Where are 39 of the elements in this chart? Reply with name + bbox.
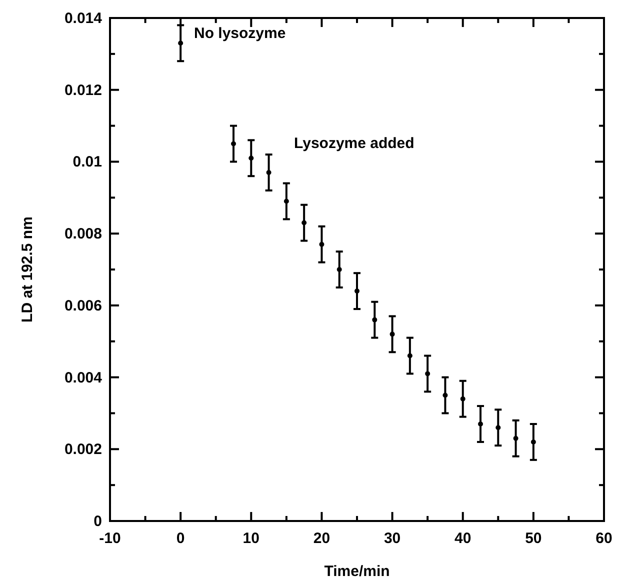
point [513,436,518,441]
annotation: Lysozyme added [294,135,414,152]
x-tick-label: 10 [242,530,260,547]
point [319,242,324,247]
point [372,317,378,322]
point [478,421,483,426]
point [336,267,342,272]
point [496,425,501,430]
y-tick-label: 0.004 [64,369,103,386]
y-tick-label: 0.008 [64,226,102,243]
x-tick-label: 20 [313,530,330,547]
y-tick-label: 0.01 [72,154,102,171]
point [460,396,466,402]
point [390,332,395,337]
point [284,198,289,204]
y-tick-label: 0.006 [64,297,102,314]
x-tick-label: -10 [99,530,121,547]
x-tick-label: 30 [384,530,401,547]
point [354,288,360,294]
x-tick-label: 0 [176,530,185,547]
point [302,220,307,226]
point [407,353,412,358]
y-tick-label: 0.014 [64,10,103,27]
y-tick-label: 0.012 [64,82,102,99]
annotation: No lysozyme [194,25,286,42]
y-axis-title: LD at 192.5 nm [19,216,36,322]
point [530,439,536,444]
x-axis-title: Time/min [324,563,390,580]
point [266,170,272,175]
x-tick-label: 40 [454,530,472,547]
y-tick-label: 0 [94,513,102,530]
y-tick-label: 0.002 [64,441,102,458]
point [248,156,254,161]
point [442,392,448,398]
point [425,371,430,376]
point [178,40,184,46]
x-tick-label: 60 [596,530,612,547]
x-tick-label: 50 [525,530,542,547]
point [231,141,236,146]
